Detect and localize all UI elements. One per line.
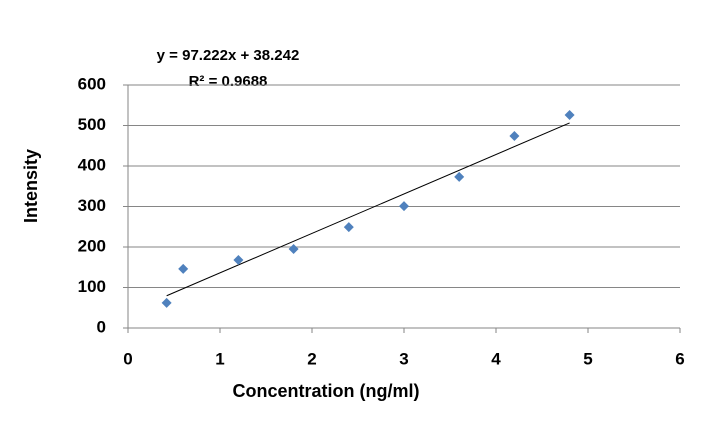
- x-tick-label: 3: [399, 349, 408, 368]
- point: [161, 297, 172, 308]
- y-tick-label: 400: [78, 155, 106, 174]
- y-axis-title: Intensity: [21, 149, 41, 223]
- y-tick-label: 200: [78, 236, 106, 255]
- x-tick-label: 0: [123, 349, 132, 368]
- point: [399, 201, 409, 212]
- y-tick-label: 0: [97, 317, 106, 336]
- r-squared: R² = 0.9688: [189, 73, 268, 90]
- x-tick-label: 6: [675, 349, 684, 368]
- y-tick-label: 100: [78, 277, 106, 296]
- equation: y = 97.222x + 38.242: [157, 47, 300, 64]
- x-axis-title: Concentration (ng/ml): [233, 381, 420, 401]
- point: [454, 171, 465, 182]
- point: [343, 222, 354, 233]
- trendline: [166, 122, 570, 297]
- point: [288, 244, 299, 255]
- x-tick-label: 1: [215, 349, 224, 368]
- point: [178, 263, 189, 274]
- y-tick-label: 300: [78, 196, 106, 215]
- x-tick-label: 5: [583, 349, 592, 368]
- y-tick-label: 500: [78, 115, 106, 134]
- point: [564, 109, 575, 120]
- x-tick-label: 4: [491, 349, 501, 368]
- y-tick-label: 600: [78, 74, 106, 93]
- point: [509, 131, 520, 142]
- x-tick-label: 2: [307, 349, 316, 368]
- point: [233, 254, 244, 265]
